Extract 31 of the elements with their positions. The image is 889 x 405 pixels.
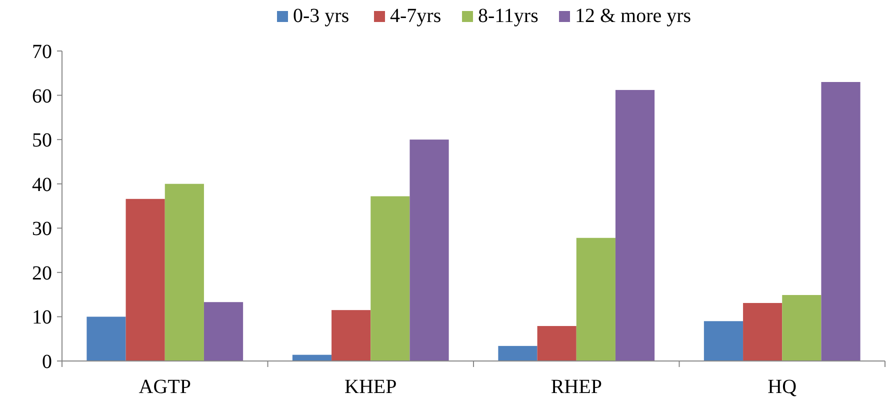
bar: [821, 82, 860, 361]
bar: [498, 346, 538, 361]
bar: [332, 310, 371, 361]
x-tick-label: RHEP: [550, 376, 602, 398]
bar: [743, 302, 782, 361]
y-tick-label: 70: [32, 41, 52, 63]
y-tick-label: 40: [32, 174, 52, 196]
x-tick-label: HQ: [768, 376, 798, 398]
bar: [410, 140, 449, 361]
y-tick-label: 0: [42, 351, 52, 373]
legend-label: 0-3 yrs: [293, 5, 350, 27]
x-tick-label: AGTP: [138, 376, 191, 398]
bar: [704, 321, 744, 361]
bar: [615, 90, 655, 361]
bar: [204, 302, 244, 361]
bar: [164, 184, 204, 361]
y-tick-label: 60: [32, 85, 52, 108]
legend-label: 4-7yrs: [390, 5, 442, 27]
bar: [782, 295, 822, 361]
y-tick-label: 30: [32, 218, 52, 240]
y-tick-label: 50: [32, 130, 52, 152]
bar: [86, 316, 126, 361]
bar: [537, 326, 576, 361]
y-tick-label: 10: [32, 306, 52, 329]
legend-label: 8-11yrs: [478, 5, 539, 27]
x-tick-label: KHEP: [344, 376, 397, 398]
y-tick-label: 20: [32, 262, 52, 284]
legend-label: 12 & more yrs: [575, 5, 692, 27]
bar: [126, 198, 165, 361]
bar: [576, 238, 616, 361]
bar: [370, 196, 410, 361]
